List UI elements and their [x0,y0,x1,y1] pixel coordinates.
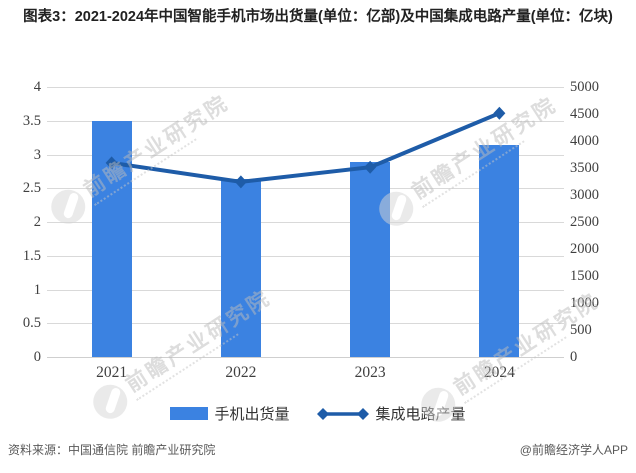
legend-item-line: 集成电路产量 [316,403,466,424]
y-left-tick-label: 1.5 [22,247,41,264]
x-tick-label: 2023 [354,364,386,381]
line-marker-2021 [105,156,118,170]
line-marker-2024 [493,106,506,120]
plot-area [47,87,564,358]
y-right-tick-label: 3500 [570,159,599,176]
bar-2022 [220,178,261,357]
y-axis-right: 5000 4500 4000 3500 3000 2500 2000 1500 1000 500 0 [570,80,632,364]
line-series-svg [105,106,506,189]
y-left-tick-label: 2.5 [22,180,41,196]
y-left-tick-label: 3.5 [22,112,41,129]
line-series-path [111,111,501,184]
y-right-tick-label: 5000 [570,78,599,95]
y-right-tick-label: 0 [570,348,578,365]
y-right-tick-label: 2000 [570,240,599,257]
x-tick-label: 2022 [225,364,257,381]
x-axis-labels: 2021 2022 2023 2024 [47,365,564,387]
gridline [47,357,564,358]
legend-item-bar: 手机出货量 [170,403,290,424]
bar-swatch-icon [170,407,209,420]
line-marker-2023 [364,160,377,174]
bar-2024 [479,145,520,357]
legend: 手机出货量 集成电路产量 [0,403,636,424]
gridline [47,289,564,291]
source-text: 资料来源：中国通信院 前瞻产业研究院 [8,443,216,457]
y-right-tick-label: 4500 [570,105,599,122]
line-marker-2022 [234,175,247,189]
y-left-tick-label: 2 [33,213,41,230]
y-axis-left: 4 3.5 3 2.5 2 1.5 1 0.5 0 [0,80,41,364]
brand-text: @前瞻经济学人APP [519,443,628,457]
chart-title: 图表3：2021-2024年中国智能手机市场出货量(单位：亿部)及中国集成电路产… [23,9,613,25]
gridline [47,154,564,156]
legend-label-bar: 手机出货量 [214,406,290,423]
gridline [47,87,564,88]
x-tick-label: 2024 [483,364,515,381]
y-left-tick-label: 1 [33,281,41,298]
gridline [47,188,564,190]
y-left-tick-label: 3 [33,146,41,163]
y-left-tick-label: 0 [33,348,41,365]
legend-label-line: 集成电路产量 [375,406,466,423]
gridline [47,222,564,223]
y-right-tick-label: 4000 [570,132,599,149]
y-right-tick-label: 2500 [570,213,599,230]
gridline [47,255,564,257]
footer: 资料来源：中国通信院 前瞻产业研究院 @前瞻经济学人APP [0,441,636,458]
x-tick-label: 2021 [96,364,128,381]
y-right-tick-label: 1500 [570,267,599,284]
y-left-tick-label: 4 [33,78,41,95]
y-right-tick-label: 500 [570,321,592,338]
line-swatch-icon [316,407,369,420]
y-left-tick-label: 0.5 [22,315,41,331]
gridline [47,323,564,325]
y-right-tick-label: 1000 [570,294,599,311]
y-right-tick-label: 3000 [570,186,599,203]
gridline [47,120,564,122]
